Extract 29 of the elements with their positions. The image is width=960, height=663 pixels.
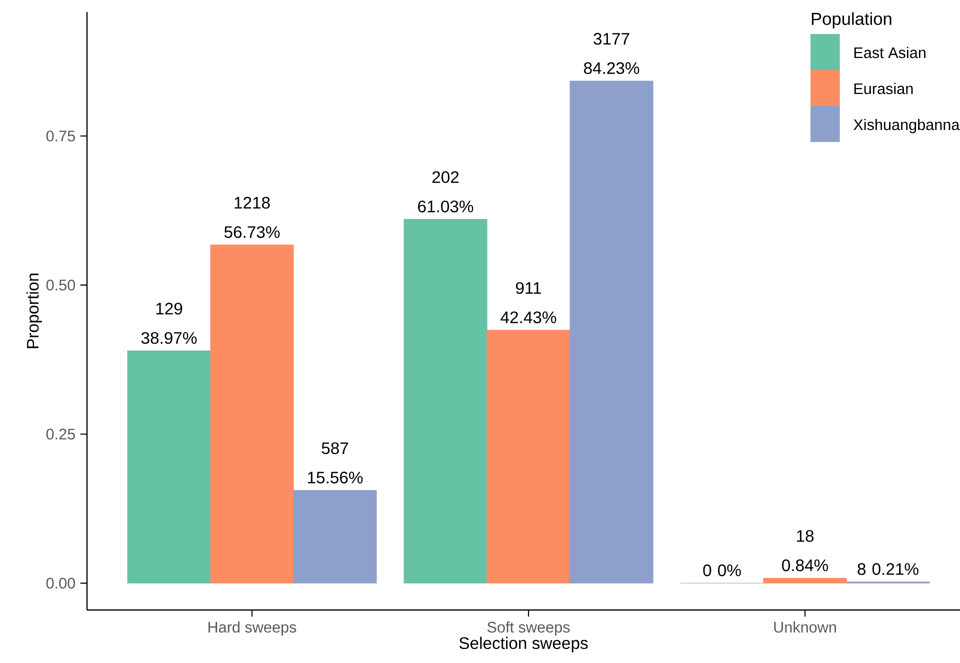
y-tick-label: 0.50 [46,280,76,290]
data-label: 0 0% [703,564,741,576]
data-label: 129 38.97% [141,302,197,344]
legend-label: Xishuangbanna [853,118,960,134]
bar [404,219,488,584]
y-axis-title: Proportion [26,274,42,348]
bar [486,330,570,584]
bar [570,80,654,584]
bar [210,244,294,584]
data-label: 18 0.84% [782,530,828,572]
x-tick-label: Unknown [774,621,836,633]
data-label: 3177 84.23% [584,32,640,74]
y-tick-label: 0.75 [46,130,75,142]
x-tick-label: Hard sweeps [208,621,296,636]
data-label: 202 61.03% [418,171,474,212]
data-label: 1218 56.73% [224,196,280,238]
legend-title: Population [812,12,892,28]
x-axis-title: Selection sweeps [459,636,588,652]
bar [293,490,377,584]
data-label: 8 0.21% [858,563,918,575]
y-tick-label: 0.00 [46,578,76,589]
legend-label: Eurasian [854,82,913,94]
data-label: 911 42.43% [500,282,556,324]
data-label: 587 15.56% [308,442,363,484]
x-tick-label: Soft sweeps [487,621,570,636]
legend-label: East Asian [854,46,926,58]
bar [127,350,211,584]
y-tick-label: 0.25 [46,428,75,440]
bar [763,578,847,584]
